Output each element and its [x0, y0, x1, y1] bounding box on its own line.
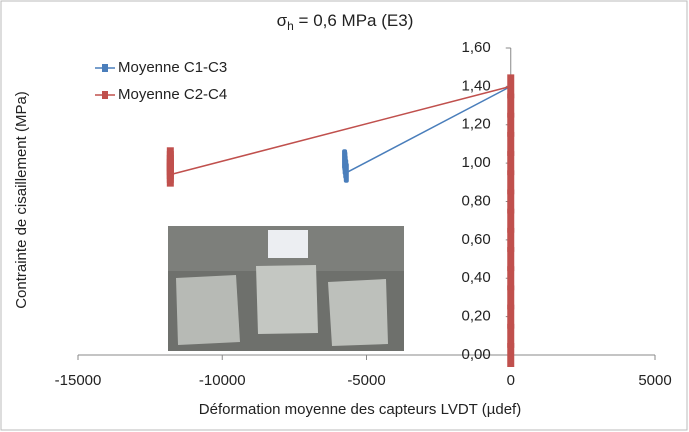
legend-marker — [102, 91, 108, 99]
y-axis-label: Contrainte de cisaillement (MPa) — [13, 91, 30, 309]
legend-label: Moyenne C1-C3 — [118, 59, 227, 76]
x-tick-label: 0 — [507, 372, 515, 389]
chart-title: σh = 0,6 MPa (E3) — [277, 11, 414, 33]
legend-marker — [102, 64, 108, 72]
marker — [507, 131, 515, 156]
y-tick-label: 1,20 — [462, 116, 491, 133]
marker — [507, 304, 515, 329]
x-tick-label: -15000 — [55, 372, 102, 389]
marker — [507, 170, 515, 195]
marker — [507, 189, 515, 214]
x-tick-label: 5000 — [638, 372, 671, 389]
marker — [342, 149, 348, 170]
marker — [507, 74, 515, 99]
title-symbol: σ — [277, 11, 288, 30]
marker — [507, 208, 515, 233]
marker — [507, 112, 515, 137]
y-tick-label: 1,40 — [462, 77, 491, 94]
y-tick-label: 0,20 — [462, 308, 491, 325]
title-subscript: h — [287, 19, 294, 33]
marker — [507, 247, 515, 272]
marker — [507, 323, 515, 348]
y-tick-label: 0,00 — [462, 346, 491, 363]
marker — [507, 227, 515, 252]
inset-photo — [168, 226, 404, 351]
marker — [507, 93, 515, 118]
marker — [507, 343, 515, 367]
legend-label: Moyenne C2-C4 — [118, 86, 227, 103]
x-axis-label: Déformation moyenne des capteurs LVDT (µ… — [199, 401, 521, 418]
y-tick-label: 0,40 — [462, 269, 491, 286]
y-tick-label: 1,60 — [462, 39, 491, 56]
marker — [507, 151, 515, 176]
marker — [166, 147, 174, 172]
title-rest: = 0,6 MPa (E3) — [294, 11, 414, 30]
y-tick-label: 0,60 — [462, 231, 491, 248]
marker — [507, 266, 515, 291]
y-tick-label: 0,80 — [462, 192, 491, 209]
x-tick-label: -5000 — [347, 372, 385, 389]
marker — [507, 285, 515, 310]
y-tick-label: 1,00 — [462, 154, 491, 171]
x-tick-label: -10000 — [199, 372, 246, 389]
